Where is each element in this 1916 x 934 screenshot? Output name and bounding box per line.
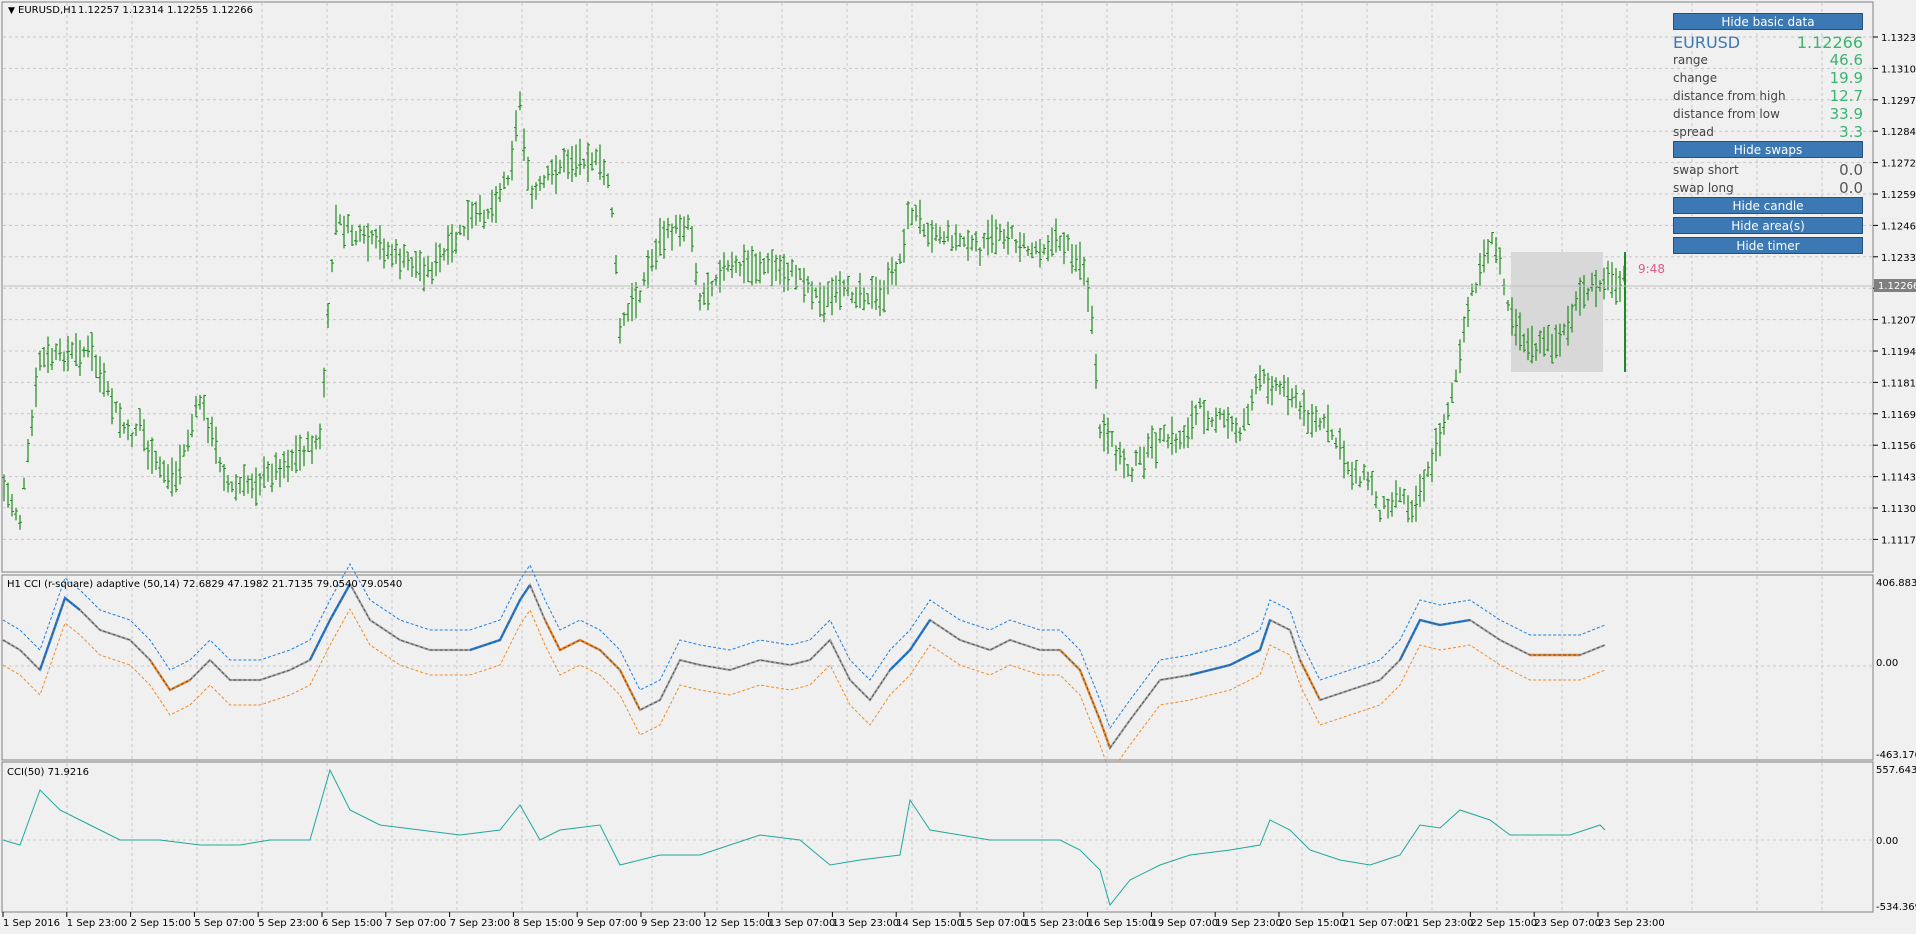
price-tick-label: 1.11430 bbox=[1881, 473, 1916, 484]
indicator2-axis-bottom: -534.3695 bbox=[1876, 902, 1916, 913]
time-tick-label: 7 Sep 23:00 bbox=[450, 918, 510, 929]
indicator2-panel[interactable] bbox=[1, 761, 1874, 913]
price-tick-label: 1.12845 bbox=[1881, 127, 1916, 138]
info-key: swap short bbox=[1673, 163, 1739, 177]
highlight-area bbox=[1511, 252, 1603, 372]
info-value: 33.9 bbox=[1829, 105, 1863, 123]
info-value: 12.7 bbox=[1829, 87, 1863, 105]
info-key: distance from low bbox=[1673, 107, 1780, 121]
current-price-label: 1.12266 bbox=[1878, 281, 1916, 292]
indicator1-axis-mid: 0.00 bbox=[1876, 658, 1898, 669]
candle-timer: 9:48 bbox=[1638, 262, 1665, 276]
time-tick-label: 1 Sep 23:00 bbox=[67, 918, 127, 929]
symbol-price: 1.12266 bbox=[1796, 33, 1863, 52]
time-tick-label: 6 Sep 15:00 bbox=[322, 918, 382, 929]
info-key: change bbox=[1673, 71, 1718, 85]
time-tick-label: 20 Sep 15:00 bbox=[1279, 918, 1346, 929]
info-row-swap-short: swap short 0.0 bbox=[1673, 161, 1863, 179]
price-axis[interactable]: 1.13235 1.13105 1.12975 1.12845 1.12720 1.125… bbox=[1873, 33, 1916, 546]
indicator2-grid bbox=[3, 763, 1872, 911]
indicator2-label: CCI(50) 71.9216 bbox=[7, 767, 89, 778]
current-price-marker bbox=[1874, 279, 1916, 292]
indicator1-label: H1 CCI (r-square) adaptive (50,14) 72.68… bbox=[7, 579, 402, 590]
info-key: distance from high bbox=[1673, 89, 1786, 103]
indicator1-axis-bottom: -463.1706 bbox=[1876, 750, 1916, 761]
info-row-distance-low: distance from low 33.9 bbox=[1673, 105, 1863, 123]
time-tick-label: 21 Sep 07:00 bbox=[1343, 918, 1410, 929]
indicator2-axis-mid: 0.00 bbox=[1876, 836, 1898, 847]
price-tick-label: 1.12460 bbox=[1881, 221, 1916, 232]
hide-candle-button[interactable]: Hide candle bbox=[1673, 197, 1863, 214]
price-tick-label: 1.13105 bbox=[1881, 64, 1916, 75]
info-value: 46.6 bbox=[1829, 51, 1863, 69]
time-tick-label: 13 Sep 23:00 bbox=[832, 918, 899, 929]
time-tick-label: 14 Sep 15:00 bbox=[896, 918, 963, 929]
info-key: range bbox=[1673, 53, 1708, 67]
price-bars bbox=[2, 91, 1626, 530]
price-tick-label: 1.12330 bbox=[1881, 253, 1916, 264]
info-value: 0.0 bbox=[1839, 179, 1863, 197]
chart-symbol-label: EURUSD,H1 bbox=[18, 5, 77, 16]
price-tick-label: 1.11560 bbox=[1881, 441, 1916, 452]
indicator1-panel[interactable] bbox=[1, 574, 1874, 761]
time-tick-label: 19 Sep 23:00 bbox=[1215, 918, 1282, 929]
time-tick-label: 9 Sep 07:00 bbox=[577, 918, 637, 929]
time-axis[interactable]: 1 Sep 2016 1 Sep 23:00 2 Sep 15:00 5 Sep 07… bbox=[2, 912, 1665, 929]
chart-ohlc-label: 1.12257 1.12314 1.12255 1.12266 bbox=[78, 5, 253, 16]
cci-adaptive-lines bbox=[2, 562, 1606, 775]
time-tick-label: 23 Sep 07:00 bbox=[1534, 918, 1601, 929]
cci-line bbox=[2, 768, 1606, 907]
time-tick-label: 15 Sep 23:00 bbox=[1024, 918, 1091, 929]
time-tick-label: 12 Sep 15:00 bbox=[705, 918, 772, 929]
hide-areas-button[interactable]: Hide area(s) bbox=[1673, 217, 1863, 234]
time-tick-label: 13 Sep 07:00 bbox=[769, 918, 836, 929]
time-tick-label: 23 Sep 23:00 bbox=[1598, 918, 1665, 929]
symbol-row: EURUSD 1.12266 bbox=[1673, 33, 1863, 52]
info-key: swap long bbox=[1673, 181, 1734, 195]
price-tick-label: 1.11170 bbox=[1881, 535, 1916, 546]
price-tick-label: 1.13235 bbox=[1881, 33, 1916, 44]
time-tick-label: 16 Sep 15:00 bbox=[1088, 918, 1155, 929]
time-tick-label: 1 Sep 2016 bbox=[3, 918, 60, 929]
hide-basic-data-button[interactable]: Hide basic data bbox=[1673, 13, 1863, 30]
info-row-distance-high: distance from high 12.7 bbox=[1673, 87, 1863, 105]
indicator2-axis-top: 557.6438 bbox=[1876, 765, 1916, 776]
price-tick-label: 1.12075 bbox=[1881, 316, 1916, 327]
time-tick-label: 8 Sep 15:00 bbox=[513, 918, 573, 929]
time-tick-label: 22 Sep 15:00 bbox=[1470, 918, 1537, 929]
info-value: 3.3 bbox=[1839, 123, 1863, 141]
price-tick-label: 1.11815 bbox=[1881, 378, 1916, 389]
time-tick-label: 7 Sep 07:00 bbox=[386, 918, 446, 929]
info-value: 0.0 bbox=[1839, 161, 1863, 179]
price-tick-label: 1.11945 bbox=[1881, 347, 1916, 358]
time-tick-label: 5 Sep 07:00 bbox=[194, 918, 254, 929]
price-tick-label: 1.12590 bbox=[1881, 190, 1916, 201]
indicator1-axis-top: 406.8832 bbox=[1876, 578, 1916, 589]
info-row-change: change 19.9 bbox=[1673, 69, 1863, 87]
price-tick-label: 1.11300 bbox=[1881, 504, 1916, 515]
price-tick-label: 1.12975 bbox=[1881, 96, 1916, 107]
time-tick-label: 19 Sep 07:00 bbox=[1151, 918, 1218, 929]
header-triangle-icon[interactable]: ▼ bbox=[8, 6, 15, 16]
price-tick-label: 1.12720 bbox=[1881, 159, 1916, 170]
info-row-swap-long: swap long 0.0 bbox=[1673, 179, 1863, 197]
hide-swaps-button[interactable]: Hide swaps bbox=[1673, 141, 1863, 158]
info-row-spread: spread 3.3 bbox=[1673, 123, 1863, 141]
time-tick-label: 9 Sep 23:00 bbox=[641, 918, 701, 929]
symbol-name: EURUSD bbox=[1673, 33, 1741, 52]
time-tick-label: 5 Sep 23:00 bbox=[258, 918, 318, 929]
time-tick-label: 15 Sep 07:00 bbox=[960, 918, 1027, 929]
time-tick-label: 2 Sep 15:00 bbox=[131, 918, 191, 929]
time-tick-label: 21 Sep 23:00 bbox=[1407, 918, 1474, 929]
hide-timer-button[interactable]: Hide timer bbox=[1673, 237, 1863, 254]
info-value: 19.9 bbox=[1829, 69, 1863, 87]
info-row-range: range 46.6 bbox=[1673, 51, 1863, 69]
main-grid bbox=[3, 3, 1872, 571]
info-key: spread bbox=[1673, 125, 1714, 139]
price-tick-label: 1.11690 bbox=[1881, 410, 1916, 421]
